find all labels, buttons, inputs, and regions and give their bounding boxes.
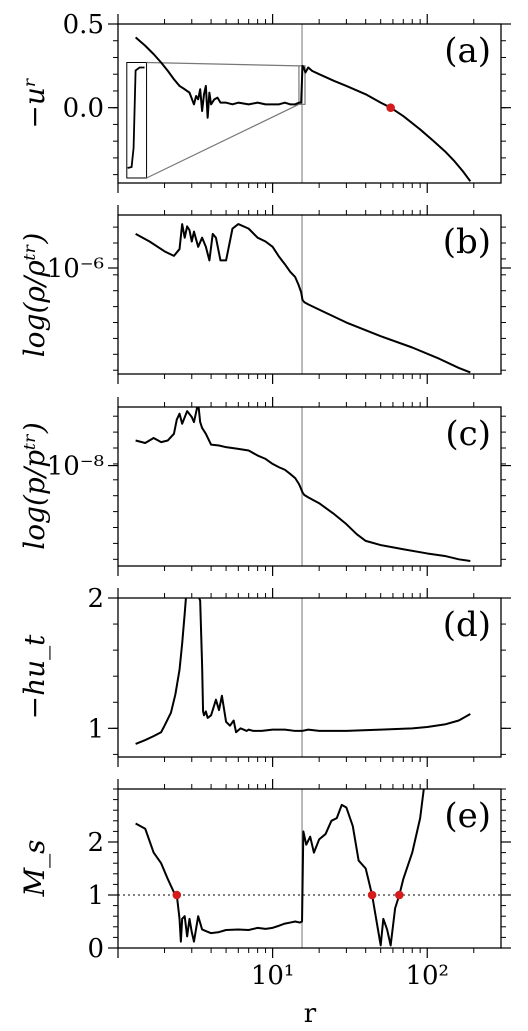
- inset-frame: [126, 61, 148, 179]
- y-tick-label: 1: [87, 714, 104, 744]
- y-axis-label: M_s: [18, 839, 51, 897]
- series-line-mach: [135, 789, 425, 947]
- y-tick-label: 0.0: [63, 94, 104, 124]
- axes-frame: [117, 406, 502, 567]
- y-tick-label: 2: [87, 584, 104, 614]
- panel-label: (e): [444, 796, 491, 836]
- axes-frame: [117, 23, 502, 184]
- axes-frame: [117, 788, 502, 949]
- y-tick-label: 0.5: [63, 10, 104, 40]
- panel-label: (a): [444, 31, 491, 71]
- axes-frame: [117, 597, 502, 758]
- panel-label: (d): [443, 605, 491, 645]
- y-tick-label: 10⁻⁶: [47, 254, 104, 284]
- panel-rho: 10⁻⁶ (b) log(ρ/ρᵗʳ): [18, 205, 511, 384]
- series-line-ur: [134, 36, 472, 182]
- series-line-hut: [135, 598, 471, 745]
- y-axis-label: −uʳ: [18, 77, 51, 128]
- y-tick-label: 1: [87, 881, 104, 911]
- series-line-p: [135, 407, 471, 562]
- critical-point-marker: [367, 890, 377, 900]
- y-tick-label: 2: [87, 828, 104, 858]
- panel-label: (c): [445, 414, 491, 454]
- axes-frame: [117, 214, 502, 375]
- y-tick-label: 0: [87, 934, 104, 964]
- critical-point-marker: [386, 103, 395, 112]
- inset-curve: [127, 66, 145, 169]
- y-axis-label: log(ρ/ρᵗʳ): [18, 233, 51, 358]
- zoom-connector: [146, 61, 299, 67]
- critical-point-marker: [395, 890, 404, 900]
- x-axis-label: r: [304, 999, 317, 1029]
- x-tick-label: 10²: [405, 961, 449, 991]
- panel-mach: 2 1 0 (e) M_s: [18, 779, 511, 964]
- x-tick-label: 10¹: [251, 961, 295, 991]
- panel-ur: 0.5 0.0 (a) −uʳ: [18, 10, 511, 193]
- y-axis-label: log(p/pᵗʳ): [18, 422, 51, 550]
- series-line-rho: [135, 223, 471, 374]
- panel-label: (b): [443, 222, 491, 262]
- zoom-connector: [146, 103, 300, 179]
- y-axis-label: −hu_t: [18, 634, 51, 720]
- panel-hut: 2 1 (d) −hu_t: [18, 584, 511, 767]
- critical-point-marker: [172, 890, 182, 900]
- panel-p: 10⁻⁸ (c) log(p/pᵗʳ): [18, 397, 511, 576]
- y-tick-label: 10⁻⁸: [47, 452, 104, 482]
